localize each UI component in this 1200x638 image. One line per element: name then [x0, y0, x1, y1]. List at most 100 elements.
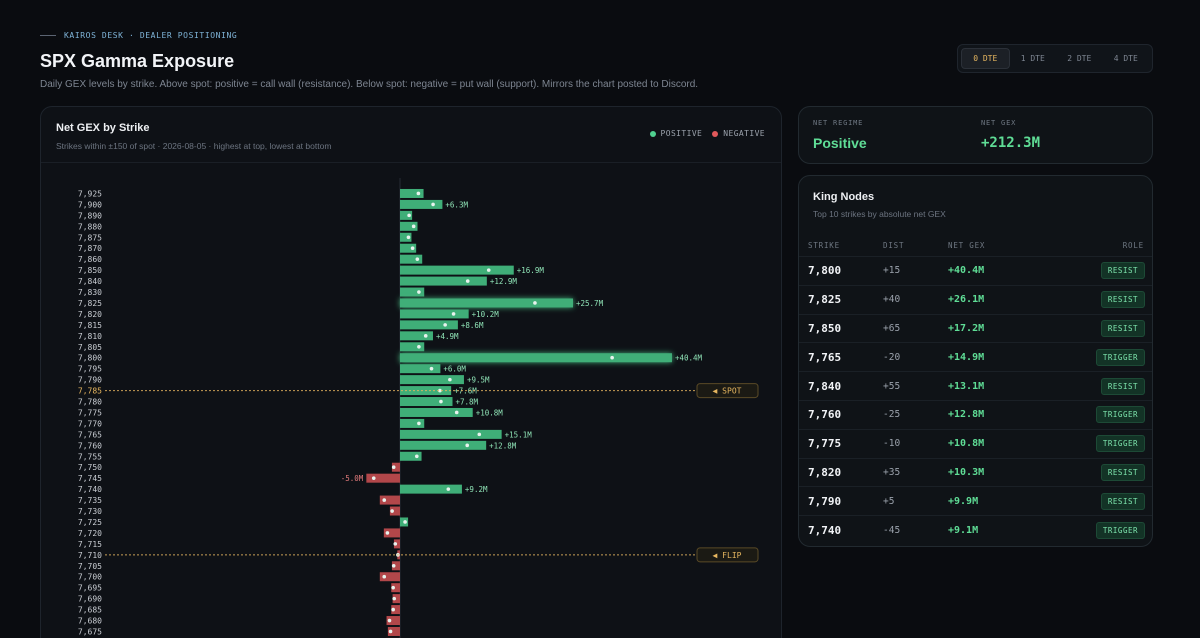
net-regime-label: NET REGIME	[813, 119, 864, 127]
bar-marker-dot	[385, 531, 390, 535]
page-subtitle: Daily GEX levels by strike. Above spot: …	[40, 79, 699, 90]
table-row[interactable]: 7,765 -20 +14.9M TRIGGER	[799, 342, 1152, 371]
bar-value-label: +9.5M	[467, 376, 490, 385]
table-row[interactable]: 7,825 +40 +26.1M RESIST	[799, 284, 1152, 314]
bar-value-label: +25.7M	[576, 299, 604, 308]
bar-value-label: +12.8M	[489, 441, 517, 450]
eyebrow-text: KAIROS DESK · DEALER POSITIONING	[64, 31, 238, 40]
bar-marker-dot	[448, 377, 452, 382]
row-dist: +65	[883, 322, 901, 334]
col-net-gex[interactable]: NET GEX	[948, 240, 986, 250]
bar-marker-dot	[417, 421, 421, 426]
strike-tick-label: 7,765	[78, 430, 102, 439]
dte-tabs: 0 DTE 1 DTE 2 DTE 4 DTE	[957, 44, 1153, 73]
table-row[interactable]: 7,760 -25 +12.8M TRIGGER	[799, 399, 1152, 429]
strike-tick-label: 7,770	[78, 419, 102, 428]
positive-bar	[400, 254, 423, 264]
bar-value-label: +40.4M	[675, 354, 703, 363]
tab-2-dte[interactable]: 2 DTE	[1067, 54, 1092, 63]
strike-tick-label: 7,720	[78, 529, 102, 538]
strike-tick-label: 7,810	[78, 332, 102, 341]
strike-tick-label: 7,785	[78, 387, 102, 396]
bar-value-label: +10.8M	[476, 408, 504, 417]
bar-marker-dot	[392, 596, 397, 601]
table-row[interactable]: 7,820 +35 +10.3M RESIST	[799, 457, 1152, 487]
strike-tick-label: 7,740	[78, 485, 102, 494]
row-dist: +55	[883, 380, 901, 392]
row-role-cell: TRIGGER	[1058, 435, 1152, 453]
bar-marker-dot	[451, 312, 456, 316]
bar-marker-dot	[439, 399, 443, 404]
col-strike[interactable]: STRIKE	[808, 240, 840, 250]
bar-marker-dot	[406, 235, 411, 240]
strike-tick-label: 7,695	[78, 584, 102, 593]
table-row[interactable]: 7,850 +65 +17.2M RESIST	[799, 313, 1152, 343]
bar-value-label: +6.0M	[443, 365, 466, 374]
bar-marker-dot	[391, 563, 396, 568]
positive-bar	[400, 397, 453, 407]
strike-tick-label: 7,715	[78, 540, 102, 549]
row-strike: 7,800	[808, 264, 842, 278]
strike-tick-label: 7,880	[78, 222, 102, 231]
strike-tick-label: 7,725	[78, 518, 102, 527]
table-row[interactable]: 7,800 +15 +40.4M RESIST	[799, 256, 1152, 285]
row-dist: -20	[883, 351, 901, 363]
strike-tick-label: 7,925	[78, 189, 102, 198]
spot-tag-label: ◀ SPOT	[713, 387, 742, 396]
gex-bar-chart: 7,925 7,900 +6.3M 7,890 7,880 7,875 7,870 7,860…	[78, 178, 759, 638]
positive-bar	[400, 232, 412, 242]
row-net-gex: +9.1M	[948, 524, 979, 536]
strike-tick-label: 7,700	[78, 573, 102, 582]
negative-bar	[383, 528, 400, 538]
role-badge: RESIST	[1100, 262, 1145, 280]
positive-bar	[400, 210, 413, 220]
row-dist: +40	[883, 294, 901, 306]
flip-tag	[696, 547, 759, 563]
table-row[interactable]: 7,840 +55 +13.1M RESIST	[799, 371, 1152, 400]
bar-marker-dot	[533, 301, 537, 305]
negative-bar	[387, 626, 400, 636]
chart-header: Net GEX by Strike Strikes within ±150 of…	[41, 107, 781, 163]
strike-tick-label: 7,850	[78, 266, 102, 275]
bar-value-label: +7.6M	[454, 387, 477, 396]
negative-dot-icon	[712, 130, 719, 137]
bar-value-label: +4.9M	[436, 332, 459, 341]
positive-bar	[400, 451, 422, 461]
row-strike: 7,740	[808, 523, 842, 537]
role-badge: RESIST	[1100, 319, 1145, 337]
bar-marker-dot	[388, 629, 393, 634]
role-badge: TRIGGER	[1095, 406, 1145, 424]
chart-subtitle: Strikes within ±150 of spot · 2026-08-05…	[56, 141, 332, 151]
page-title: SPX Gamma Exposure	[40, 51, 235, 71]
negative-bar	[366, 473, 400, 483]
row-strike: 7,765	[808, 350, 842, 364]
tab-1-dte[interactable]: 1 DTE	[1020, 54, 1045, 63]
col-role[interactable]: ROLE	[1122, 240, 1144, 250]
bar-marker-dot	[387, 618, 392, 623]
strike-tick-label: 7,745	[78, 474, 102, 483]
positive-bar	[400, 265, 514, 275]
row-role-cell: RESIST	[1058, 319, 1152, 337]
tab-4-dte[interactable]: 4 DTE	[1113, 54, 1138, 63]
net-gex-label: NET GEX	[981, 119, 1017, 127]
positive-bar	[400, 287, 425, 297]
strike-tick-label: 7,755	[78, 452, 102, 461]
row-dist: +15	[883, 265, 901, 277]
role-badge: TRIGGER	[1095, 435, 1145, 453]
legend-positive-label: POSITIVE	[660, 129, 703, 138]
col-dist[interactable]: DIST	[883, 240, 905, 250]
tab-0-dte[interactable]: 0 DTE	[961, 48, 1010, 69]
regime-card: NET REGIME Positive NET GEX +212.3M	[798, 106, 1153, 164]
table-row[interactable]: 7,740 -45 +9.1M TRIGGER	[799, 515, 1152, 544]
table-row[interactable]: 7,790 +5 +9.9M RESIST	[799, 486, 1152, 515]
row-dist: -25	[883, 409, 901, 421]
negative-bar	[391, 605, 400, 615]
negative-bar	[379, 572, 400, 582]
row-net-gex: +10.3M	[948, 466, 985, 478]
role-badge: RESIST	[1100, 291, 1145, 309]
strike-tick-label: 7,690	[78, 595, 102, 604]
strike-tick-label: 7,790	[78, 376, 102, 385]
table-row[interactable]: 7,775 -10 +10.8M TRIGGER	[799, 428, 1152, 458]
row-role-cell: RESIST	[1058, 291, 1152, 309]
positive-bar	[400, 375, 464, 385]
